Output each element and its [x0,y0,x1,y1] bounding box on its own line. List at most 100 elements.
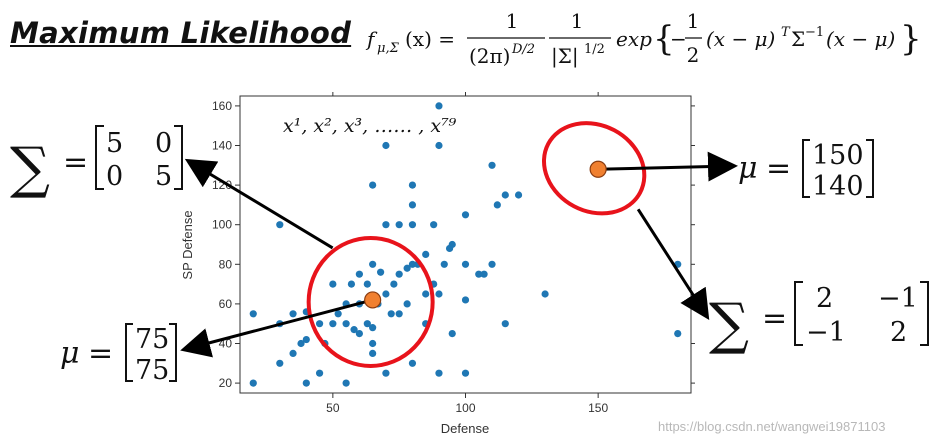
formula-inner-frac-num: 1 [687,9,700,33]
data-point [408,201,417,209]
sample-label: x¹, x², x³, …… , x⁷⁹ [283,115,457,137]
data-point [355,330,363,338]
x-tick-label: 100 [455,401,475,415]
data-point [488,161,496,169]
data-point [302,335,310,344]
mu-right-matrix: μ = 150 140 [738,139,874,202]
data-point [315,320,324,328]
mu-right-r1: 150 [812,140,864,171]
data-point [369,349,377,357]
mu-left-matrix: μ = 75 75 [60,323,177,386]
data-point [369,181,377,189]
data-point [448,240,456,249]
data-point [440,260,448,268]
y-tick-label: 60 [219,297,233,311]
data-point [408,181,417,189]
data-point [448,330,456,338]
cluster2-ellipse [541,121,647,216]
formula-frac1-num: 1 [506,9,519,33]
data-point [403,300,411,308]
data-point [369,260,377,268]
data-point [302,379,310,387]
x-tick-label: 50 [326,401,340,415]
sigma-left-r1c1: 5 [106,128,123,159]
arrow-to-sigma-left [184,158,334,250]
data-point [297,339,305,348]
data-point [480,270,488,278]
data-point [369,339,377,348]
formula-frac2-den-base: |Σ| [551,44,579,69]
sigma-left-equals: = [63,145,88,180]
data-point [289,349,297,357]
data-point [395,221,403,229]
data-point [435,369,443,377]
data-point [334,310,342,318]
data-point [501,320,509,328]
y-tick-label: 140 [212,139,232,153]
x-axis-ticks: 50 100 150 [326,92,608,415]
data-point [422,250,430,258]
data-point [435,141,443,150]
formula-frac1-den-exp: D/2 [511,42,535,57]
data-point [461,369,470,377]
formula-lhs-arg: (x) = [405,27,455,51]
mu-left-symbol: μ [60,336,80,371]
mu-right-r2: 140 [812,171,864,202]
sigma-right-equals: = [762,301,787,336]
data-point [475,270,483,278]
watermark-url: https://blog.csdn.net/wangwei19871103 [658,419,886,434]
formula-lhs-sub: μ,Σ [377,41,400,56]
data-point [369,324,377,332]
mu-left-equals: = [88,336,113,371]
data-point [382,221,390,229]
data-point [355,270,363,278]
cluster1-center-point [364,291,382,309]
data-point [249,310,257,318]
data-point [408,260,417,268]
data-point [461,260,470,268]
formula-frac1-den-base: (2π) [469,44,510,68]
data-point [493,201,501,209]
formula-rbrace: } [900,19,922,59]
data-point [387,310,395,318]
y-tick-label: 160 [212,99,232,113]
formula-lbrace: { [653,19,675,59]
data-point [377,268,385,276]
data-point [461,296,470,304]
sigma-left-r2c2: 5 [155,161,172,192]
data-point [403,264,411,272]
sigma-left-r2c1: 0 [106,161,123,192]
formula-inner-a: (x − μ) [706,27,775,51]
data-point [329,280,337,288]
cluster-overlays [180,121,738,368]
mu-left-r1: 75 [135,324,169,355]
data-point [395,270,403,278]
plot-frame [239,95,692,394]
data-point [249,379,257,387]
sigma-left-r1c2: 0 [155,128,172,159]
data-point [315,369,324,377]
data-point [289,310,297,318]
y-tick-label: 20 [219,376,233,390]
cluster1-ellipse [306,235,435,368]
sigma-right-r1c1: 2 [816,283,833,314]
data-point [435,102,443,110]
data-point [382,141,390,150]
data-point [488,260,496,268]
data-point [390,280,398,288]
formula-inner-frac-den: 2 [687,43,700,67]
data-point [408,359,417,367]
data-point [382,369,390,377]
data-point [422,290,430,298]
data-point [430,221,438,229]
data-point [276,221,284,229]
x-tick-label: 150 [588,401,608,415]
sigma-right-matrix: ∑ = 2 −1 −1 2 [709,281,929,357]
arrow-to-sigma-right [636,208,710,321]
data-point [382,290,390,298]
data-point [501,191,509,199]
formula-inner-sigma: Σ [791,27,805,51]
formula-inner-prefix: − [670,27,687,51]
